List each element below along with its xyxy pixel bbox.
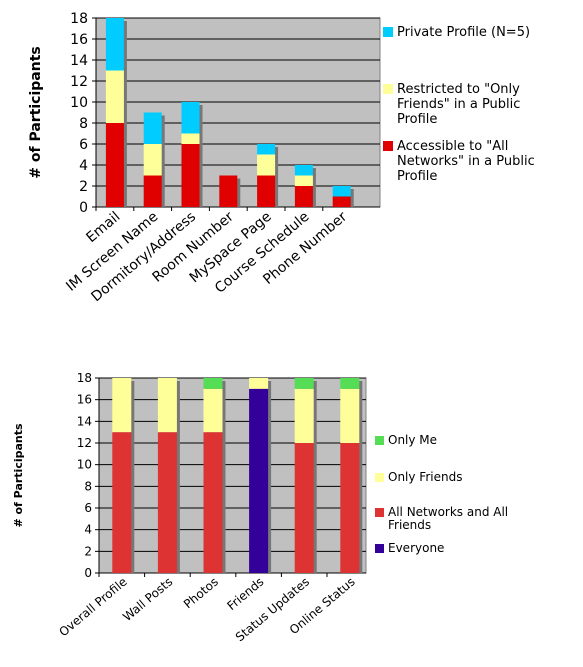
legend-label: Profile — [397, 112, 437, 127]
y-tick-label: 14 — [77, 414, 92, 428]
bar-segment — [340, 443, 360, 573]
bar-segment — [294, 175, 313, 186]
legend-label: Profile — [397, 169, 437, 184]
bar-segment — [294, 388, 314, 443]
category-label: Friends — [224, 575, 266, 613]
y-tick-label: 0 — [79, 200, 88, 216]
legend-label: Everyone — [388, 541, 444, 555]
legend-label: Only Friends — [388, 470, 462, 484]
category-label: Overall Profile — [56, 575, 129, 640]
y-tick-label: 16 — [77, 393, 92, 407]
bar-segment — [203, 388, 223, 433]
bar-segment — [257, 154, 276, 176]
bar-segment — [105, 18, 124, 71]
bar-segment — [181, 133, 200, 144]
bar-segment — [294, 165, 313, 176]
y-tick-label: 12 — [70, 74, 88, 90]
legend-swatch — [383, 84, 393, 94]
bar-segment — [143, 112, 162, 144]
y-tick-label: 4 — [84, 523, 92, 537]
y-tick-label: 14 — [70, 53, 88, 69]
y-tick-label: 12 — [77, 436, 92, 450]
bar-segment — [203, 432, 223, 573]
bar-segment — [181, 102, 200, 134]
category-label: Photos — [181, 575, 221, 612]
y-tick-label: 6 — [79, 137, 88, 153]
bar-segment — [294, 443, 314, 573]
legend-swatch — [383, 141, 393, 151]
y-tick-label: 4 — [79, 158, 88, 174]
y-tick-label: 0 — [84, 566, 92, 580]
bar-segment — [105, 123, 124, 207]
legend-swatch — [383, 27, 393, 37]
bar-segment — [143, 144, 162, 176]
bar-segment — [157, 378, 177, 433]
legend-swatch — [375, 436, 384, 445]
bar-segment — [294, 186, 313, 207]
legend-swatch — [375, 473, 384, 482]
y-tick-label: 2 — [84, 544, 92, 558]
plot-area — [98, 377, 367, 574]
bar-segment — [332, 186, 351, 197]
legend-label: Networks" in a Public — [397, 154, 535, 169]
bar-segment — [257, 175, 276, 207]
legend-swatch — [375, 544, 384, 553]
legend-label: Only Me — [388, 433, 437, 447]
plot-area — [95, 17, 381, 208]
bar-segment — [249, 388, 269, 573]
bar-segment — [340, 388, 360, 443]
y-axis-label: # of Participants — [12, 423, 25, 528]
bar-segment — [203, 378, 223, 389]
y-tick-label: 16 — [70, 32, 88, 48]
bar-segment — [105, 70, 124, 123]
y-tick-label: 18 — [70, 11, 88, 27]
legend-label: Friends" in a Public — [397, 97, 520, 112]
y-tick-label: 10 — [70, 95, 88, 111]
bar-segment — [257, 144, 276, 155]
legend-swatch — [375, 508, 384, 517]
legend-label: Restricted to "Only — [397, 82, 520, 97]
bar-segment — [332, 196, 351, 207]
bar-segment — [181, 144, 200, 207]
legend-label: Accessible to "All — [397, 139, 508, 154]
y-tick-label: 8 — [79, 116, 88, 132]
bar-segment — [112, 378, 132, 433]
category-label: Wall Posts — [120, 575, 175, 624]
y-tick-label: 2 — [79, 179, 88, 195]
y-tick-label: 6 — [84, 501, 92, 515]
y-tick-label: 8 — [84, 479, 92, 493]
chart-2: 0 2 4 6 8 10 12 14 16 18 # of Participants Overall … — [12, 371, 508, 644]
bar-segment — [143, 175, 162, 207]
bar-segment — [112, 432, 132, 573]
legend-label: Friends — [388, 518, 431, 532]
bar-segment — [157, 432, 177, 573]
y-tick-label: 10 — [77, 458, 92, 472]
legend-label: All Networks and All — [388, 505, 508, 519]
bar-segment — [294, 378, 314, 389]
bar-segment — [219, 175, 238, 207]
legend-label: Private Profile (N=5) — [397, 25, 530, 40]
y-tick-label: 18 — [77, 371, 92, 385]
bar-segment — [249, 378, 269, 389]
bar-segment — [340, 378, 360, 389]
y-axis-label: # of Participants — [28, 46, 44, 178]
